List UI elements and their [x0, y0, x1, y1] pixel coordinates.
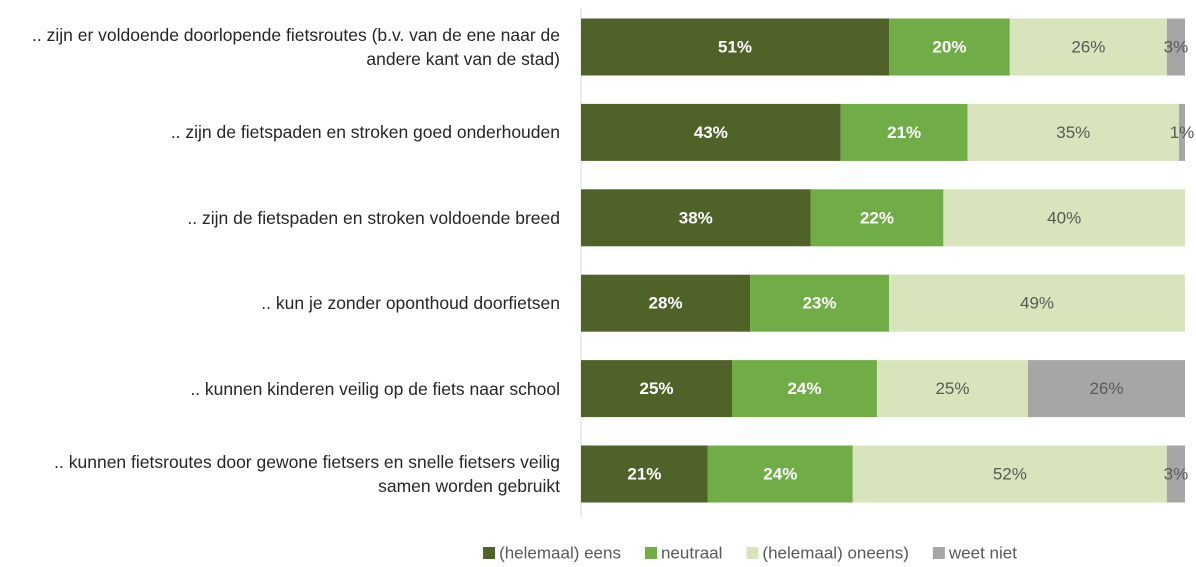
legend-label: (helemaal) oneens) [762, 543, 908, 562]
data-label: 40% [1047, 208, 1081, 227]
bar-segment [1178, 103, 1185, 161]
bar-segment [852, 445, 1167, 503]
data-label: 21% [627, 464, 661, 483]
legend: (helemaal) eens neutraal (helemaal) oneens… [483, 543, 1017, 562]
data-label: 1% [1170, 123, 1195, 142]
data-label: 28% [649, 294, 683, 313]
data-label: 23% [803, 294, 837, 313]
bar-segment [750, 274, 890, 332]
bar-segment [581, 189, 811, 247]
bar-segment [1166, 445, 1185, 503]
data-label: 22% [860, 208, 894, 227]
data-label: 21% [887, 123, 921, 142]
bar-segment [1027, 360, 1185, 418]
data-label: 43% [694, 123, 728, 142]
data-label: 49% [1020, 294, 1054, 313]
data-label: 3% [1164, 37, 1189, 56]
bar-segment [707, 445, 853, 503]
data-label: 25% [639, 379, 673, 398]
bar-segment [581, 18, 890, 76]
category-label: .. kun je zonder oponthoud doorfietsen [261, 293, 560, 314]
bar-segment [581, 274, 751, 332]
legend-label: (helemaal) eens [499, 543, 621, 562]
legend-swatch [483, 547, 496, 559]
legend-label: weet niet [948, 543, 1017, 562]
data-label: 24% [763, 464, 797, 483]
bar-segment [840, 103, 968, 161]
legend-swatch [644, 547, 657, 559]
bar-segment [810, 189, 944, 247]
data-label: 35% [1056, 123, 1090, 142]
data-label: 26% [1089, 379, 1123, 398]
legend-swatch [932, 547, 945, 559]
data-label: 38% [679, 208, 713, 227]
data-label: 24% [787, 379, 821, 398]
data-label: 52% [993, 464, 1027, 483]
category-label: .. kunnen kinderen veilig op de fiets na… [190, 378, 560, 399]
data-label: 20% [932, 37, 966, 56]
data-label: 3% [1164, 464, 1189, 483]
bar-segment [889, 274, 1185, 332]
category-label: .. kunnen fietsroutes door gewone fietse… [54, 452, 560, 496]
bar-segment [1166, 18, 1185, 76]
category-label: .. zijn de fietspaden en stroken goed on… [170, 122, 560, 143]
data-label: 51% [718, 37, 752, 56]
data-label: 25% [935, 379, 969, 398]
legend-label: neutraal [661, 543, 722, 562]
bar-segment [967, 103, 1179, 161]
data-label: 26% [1071, 37, 1105, 56]
bar-segment [732, 360, 877, 418]
bar-segment [889, 18, 1010, 76]
legend-swatch [746, 547, 759, 559]
bar-segment [581, 445, 708, 503]
bar-segment [943, 189, 1185, 247]
bar-segment [1009, 18, 1167, 76]
category-label: .. zijn de fietspaden en stroken voldoen… [187, 207, 560, 228]
bar-segment [581, 103, 841, 161]
category-label: .. zijn er voldoende doorlopende fietsro… [32, 25, 560, 69]
bar-segment [876, 360, 1028, 418]
bar-segment [581, 360, 732, 418]
